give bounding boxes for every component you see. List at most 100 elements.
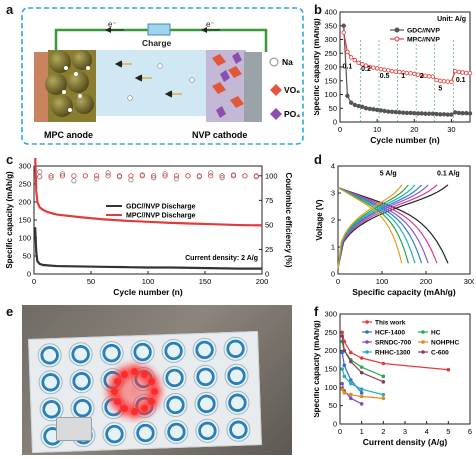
- board-sticker: [68, 341, 94, 367]
- panel-label-d: d: [314, 152, 322, 167]
- data-point: [412, 71, 417, 77]
- data-point: [381, 396, 386, 401]
- legend-marker: [421, 350, 425, 354]
- data-point: [345, 49, 350, 55]
- legend-label: GDC//NVP: [407, 28, 440, 35]
- data-point: [349, 396, 353, 401]
- series-line-GDC//NVP Discharge: [34, 227, 262, 270]
- vo6-legend-icon: [270, 84, 282, 96]
- led-demo-photo: [22, 305, 292, 455]
- ce-point: [71, 173, 77, 179]
- legend-label: NOHPHC: [431, 340, 459, 347]
- red-led: [148, 378, 156, 385]
- data-point: [374, 66, 380, 71]
- ce-point: [162, 171, 168, 177]
- rate-label: 0.1: [343, 63, 353, 70]
- ce-point: [253, 173, 259, 179]
- board-sticker: [225, 390, 250, 416]
- data-point: [382, 67, 387, 72]
- data-point: [348, 100, 354, 105]
- na-legend-icon: [269, 57, 279, 67]
- x-tick-label: 0: [338, 427, 342, 436]
- schematic-frame: [21, 7, 304, 145]
- anode-current-collector: [34, 52, 52, 122]
- charge-curve: [337, 184, 409, 269]
- y-tick-label: 200: [18, 198, 31, 207]
- ce-point: [59, 171, 66, 177]
- data-point: [360, 62, 365, 67]
- data-point: [419, 111, 424, 116]
- cathode-label: NVP cathode: [192, 130, 247, 140]
- y-tick-label: 150: [324, 365, 337, 374]
- data-point: [348, 55, 354, 60]
- legend-label: MPC//NVP Discharge: [126, 213, 196, 220]
- anode-label: MPC anode: [44, 130, 93, 140]
- legend-marker: [394, 27, 400, 33]
- x-tick-label: 2: [381, 427, 385, 436]
- data-point: [359, 387, 364, 391]
- schematic-legend: Na VO₆ PO₄: [269, 57, 300, 120]
- red-led: [131, 368, 138, 375]
- anode-particles: [45, 50, 94, 117]
- board-sticker: [225, 417, 251, 443]
- x-axis-label: Cycle number (n): [370, 135, 440, 145]
- ce-point: [82, 173, 88, 179]
- data-point: [359, 370, 364, 375]
- y2-tick-label: 75: [265, 196, 273, 205]
- rate-annotation-low: 0.1 A/g: [437, 170, 460, 177]
- y-tick-label: 200: [324, 346, 337, 355]
- y-tick-label: 100: [324, 383, 337, 392]
- ce-point: [105, 170, 111, 176]
- data-point: [386, 68, 391, 73]
- x-tick-label: 20: [410, 125, 418, 134]
- y-tick-label: 0: [333, 420, 337, 429]
- rate-label: 0.2: [361, 66, 371, 73]
- rate-label: 5: [438, 85, 442, 92]
- data-point: [452, 68, 458, 74]
- data-point: [415, 111, 421, 116]
- ce-point: [37, 174, 43, 180]
- board-sticker: [37, 342, 63, 368]
- ce-point: [128, 177, 134, 183]
- na-legend-label: Na: [282, 57, 293, 67]
- data-point: [349, 359, 353, 364]
- board-sticker: [161, 338, 186, 364]
- x-axis-label: Current density (A/g): [363, 437, 448, 447]
- data-point: [360, 104, 365, 110]
- red-led: [113, 378, 121, 385]
- x-tick-label: 200: [256, 277, 269, 286]
- rate-annotation-high: 5 A/g: [380, 170, 397, 177]
- ce-point: [139, 173, 145, 179]
- data-point: [423, 73, 428, 78]
- ce-point: [151, 173, 157, 179]
- data-point: [382, 108, 387, 114]
- data-point: [430, 111, 436, 116]
- pouch-cell: [56, 417, 92, 441]
- x-tick-label: 5: [446, 427, 450, 436]
- board-sticker: [69, 368, 94, 394]
- data-point: [460, 70, 465, 75]
- red-led: [113, 398, 121, 405]
- data-point: [356, 103, 361, 109]
- charge-curve: [337, 184, 403, 269]
- legend-label: HCF-1400: [375, 330, 405, 337]
- panel-label-a: a: [6, 2, 14, 17]
- data-point: [467, 70, 473, 76]
- ce-point: [230, 173, 237, 179]
- cathode-current-collector: [244, 52, 262, 122]
- x-tick-label: 150: [199, 277, 212, 286]
- data-point: [359, 391, 364, 395]
- data-point: [349, 350, 353, 355]
- rate-label: 0.5: [380, 73, 390, 80]
- data-point: [367, 106, 372, 111]
- ce-point: [173, 173, 180, 179]
- x-tick-label: 6: [468, 427, 472, 436]
- data-point: [426, 111, 432, 116]
- data-point: [441, 112, 447, 117]
- panel-label-e: e: [6, 304, 14, 319]
- legend-marker: [365, 340, 369, 344]
- electron-right: e⁻: [206, 20, 215, 29]
- discharge-curve: [337, 187, 403, 264]
- data-point: [381, 392, 386, 397]
